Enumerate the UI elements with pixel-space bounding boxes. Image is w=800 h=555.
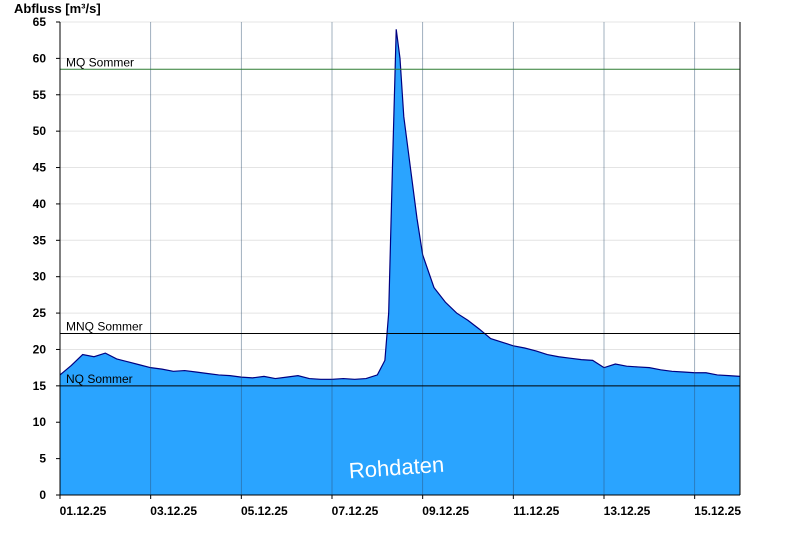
- x-tick-labels: 01.12.25 03.12.25 05.12.25 07.12.25 09.12.25…: [59, 495, 741, 518]
- y-tick-label: 45: [33, 161, 47, 175]
- y-tick-label: 20: [33, 342, 47, 356]
- reference-lines: MQ Sommer MNQ Sommer NQ Sommer: [60, 55, 740, 387]
- vertical-gridlines: [150, 22, 696, 495]
- y-tick-label: 10: [33, 415, 47, 429]
- y-tick-label: 55: [33, 88, 47, 102]
- discharge-line: [59, 29, 741, 380]
- series-area: [59, 29, 741, 496]
- x-tick-label: 15.12.25: [694, 504, 741, 518]
- reference-label: MQ Sommer: [66, 55, 134, 69]
- reference-label: NQ Sommer: [66, 372, 133, 386]
- y-tick-labels: 0 5 10 15 20 25 30 35 40 45 50 55 60 65: [33, 15, 60, 502]
- x-tick-label: 07.12.25: [332, 504, 379, 518]
- y-tick-label: 5: [39, 452, 46, 466]
- y-tick-label: 65: [33, 15, 47, 29]
- x-tick-label: 05.12.25: [241, 504, 288, 518]
- x-tick-label: 11.12.25: [513, 504, 559, 518]
- y-tick-label: 25: [33, 306, 47, 320]
- x-tick-label: 01.12.25: [60, 504, 107, 518]
- y-tick-label: 35: [33, 233, 47, 247]
- y-tick-label: 60: [33, 51, 47, 65]
- y-axis-label: Abfluss [m³/s]: [14, 1, 101, 16]
- y-tick-label: 40: [33, 197, 47, 211]
- y-tick-label: 15: [33, 379, 47, 393]
- y-tick-label: 50: [33, 124, 47, 138]
- discharge-area: [60, 29, 740, 496]
- reference-label: MNQ Sommer: [66, 319, 143, 333]
- y-tick-label: 0: [39, 488, 46, 502]
- x-tick-label: 09.12.25: [422, 504, 469, 518]
- axes: [59, 22, 741, 496]
- x-tick-label: 03.12.25: [150, 504, 197, 518]
- y-tick-label: 30: [33, 270, 47, 284]
- x-tick-label: 13.12.25: [604, 504, 651, 518]
